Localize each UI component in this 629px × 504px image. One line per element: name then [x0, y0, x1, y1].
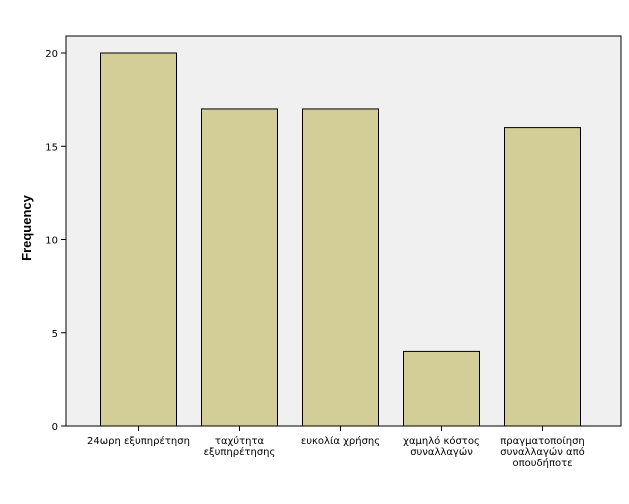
bar	[504, 127, 581, 427]
x-category-label: χαμηλό κόστος συναλλαγών	[403, 435, 480, 458]
y-tick-label: 10	[45, 236, 58, 247]
x-category-label: πραγματοποίηση συναλλαγών από οπουδήποτε	[500, 435, 585, 469]
bar	[100, 52, 177, 427]
x-axis-labels: 24ωρη εξυπηρέτηση ταχύτητα εξυπηρέτησης ευκ…	[87, 426, 585, 469]
y-tick-label: 15	[45, 142, 58, 153]
y-tick-label: 0	[52, 422, 58, 433]
bar	[403, 350, 480, 427]
bar	[302, 108, 379, 427]
y-axis-label: Frequency	[19, 194, 34, 261]
x-category-label: 24ωρη εξυπηρέτηση	[87, 435, 190, 447]
x-category-label: ταχύτητα εξυπηρέτησης	[204, 435, 276, 458]
bars	[100, 52, 581, 427]
x-category-label: ευκολία χρήσης	[301, 435, 380, 447]
y-axis: 0 5 10 15 20	[45, 49, 66, 433]
y-tick-label: 20	[45, 49, 58, 60]
y-tick-label: 5	[52, 329, 58, 340]
bar	[201, 108, 278, 427]
